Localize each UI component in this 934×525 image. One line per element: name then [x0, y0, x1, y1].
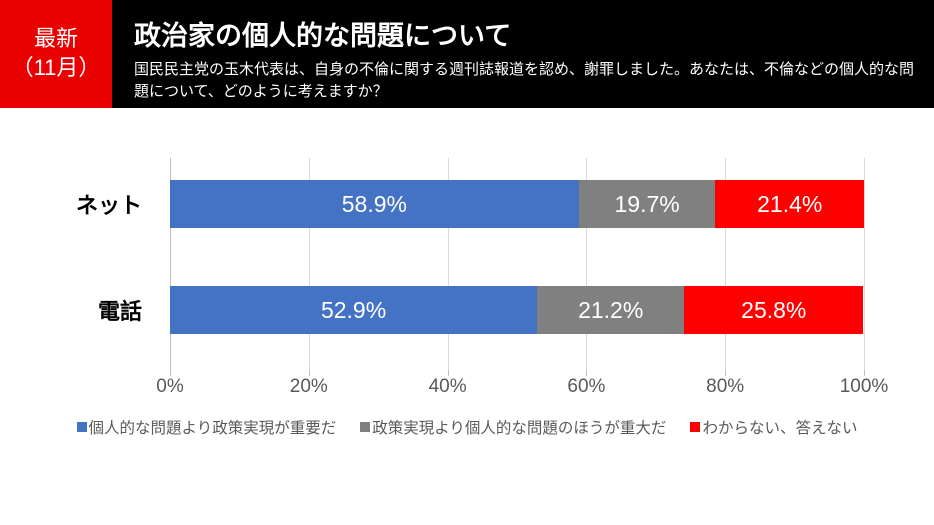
gridline: [864, 158, 865, 370]
chart-legend: 個人的な問題より政策実現が重要だ 政策実現より個人的な問題のほうが重大だ わからない…: [40, 416, 894, 438]
bar-segment: 25.8%: [684, 286, 863, 334]
badge-text-2: （11月）: [12, 54, 101, 83]
x-tick-label: 100%: [840, 376, 889, 398]
bar-segment: 21.4%: [715, 180, 864, 228]
legend-swatch: [360, 422, 370, 432]
legend-label: 個人的な問題より政策実現が重要だ: [89, 416, 337, 438]
bar-row: 電話52.9%21.2%25.8%: [170, 286, 864, 334]
bar-segment: 21.2%: [537, 286, 684, 334]
x-tick-label: 20%: [290, 376, 328, 398]
legend-item: 政策実現より個人的な問題のほうが重大だ: [360, 416, 666, 438]
chart-plot: 0%20%40%60%80%100%ネット58.9%19.7%21.4%電話52…: [170, 158, 864, 398]
badge-text-1: 最新: [34, 25, 78, 54]
legend-swatch: [77, 422, 87, 432]
latest-badge: 最新 （11月）: [0, 0, 112, 108]
y-category-label: 電話: [98, 294, 142, 326]
header: 最新 （11月） 政治家の個人的な問題について 国民民主党の玉木代表は、自身の不…: [0, 0, 934, 108]
page-subtitle: 国民民主党の玉木代表は、自身の不倫に関する週刊誌報道を認め、謝罪しました。あなた…: [134, 59, 914, 103]
legend-item: わからない、答えない: [690, 416, 857, 438]
page-title: 政治家の個人的な問題について: [134, 14, 914, 53]
bar-segment: 52.9%: [170, 286, 537, 334]
legend-swatch: [690, 422, 700, 432]
bar-row: ネット58.9%19.7%21.4%: [170, 180, 864, 228]
y-category-label: ネット: [76, 188, 142, 220]
x-tick-label: 60%: [567, 376, 605, 398]
bar-segment: 58.9%: [170, 180, 579, 228]
title-block: 政治家の個人的な問題について 国民民主党の玉木代表は、自身の不倫に関する週刊誌報…: [112, 0, 934, 108]
legend-label: 政策実現より個人的な問題のほうが重大だ: [372, 416, 666, 438]
x-tick-label: 80%: [706, 376, 744, 398]
legend-label: わからない、答えない: [702, 416, 857, 438]
legend-item: 個人的な問題より政策実現が重要だ: [77, 416, 337, 438]
bar-segment: 19.7%: [579, 180, 716, 228]
x-tick-label: 0%: [156, 376, 183, 398]
x-tick-label: 40%: [429, 376, 467, 398]
chart-area: 0%20%40%60%80%100%ネット58.9%19.7%21.4%電話52…: [0, 108, 934, 458]
